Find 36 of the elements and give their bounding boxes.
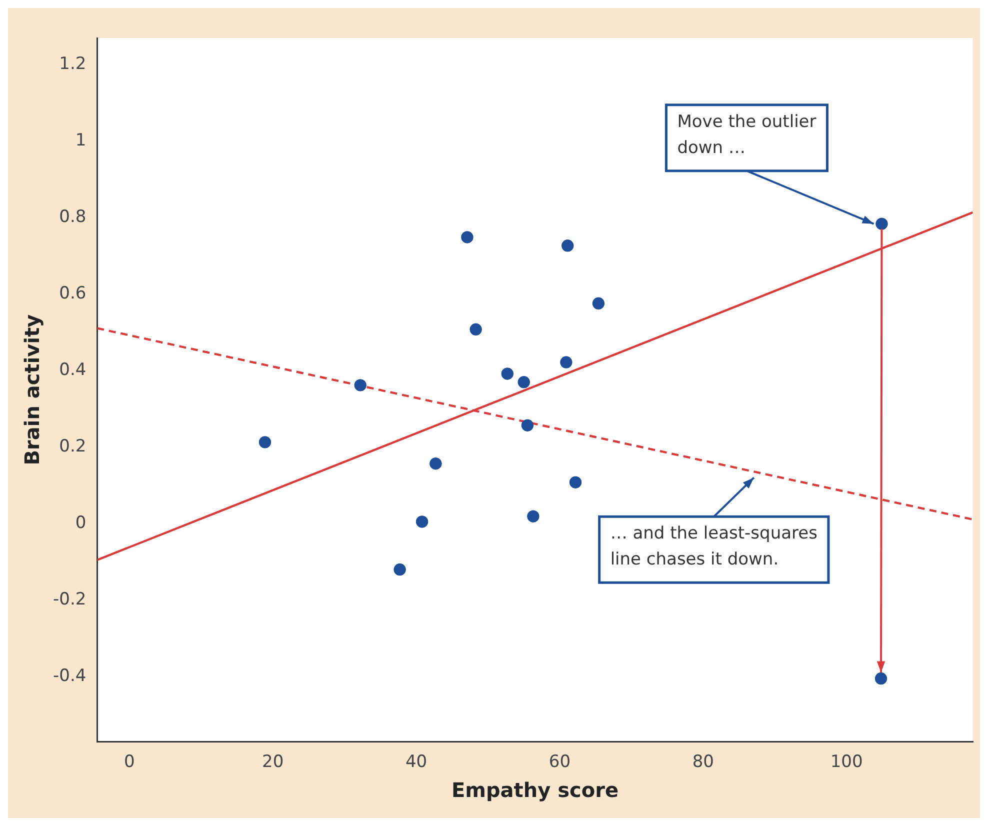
y-tick-label: 0.4: [59, 360, 86, 380]
point: [560, 356, 572, 368]
y-tick-label: 1: [75, 130, 86, 151]
x-tick-label: 20: [262, 752, 284, 772]
point: [258, 436, 272, 448]
annotation: … and the least-squares line chases it down.: [610, 524, 818, 570]
point: [470, 323, 482, 336]
point: [461, 231, 474, 244]
point: [562, 240, 574, 252]
x-tick-label: 0: [124, 752, 135, 772]
x-axis-title: Empathy score: [451, 778, 619, 802]
point: [527, 510, 540, 522]
y-tick-label: 1.2: [59, 54, 86, 74]
point: [569, 476, 582, 488]
point: [430, 458, 442, 470]
y-axis-title: Brain activity: [20, 314, 44, 466]
x-tick-label: 40: [405, 752, 428, 772]
y-tick-label: 0: [75, 513, 86, 534]
annotation: Move the outlier down …: [677, 112, 816, 158]
point: [354, 379, 366, 392]
point: [394, 563, 406, 576]
x-tick-label: 60: [548, 752, 571, 772]
point: [874, 672, 888, 685]
y-tick-label: -0.2: [53, 590, 86, 610]
point: [416, 516, 428, 528]
point: [518, 376, 530, 388]
y-tick-label: 0.2: [59, 436, 86, 457]
y-tick-label: 0.6: [59, 284, 86, 304]
x-tick-label: 80: [692, 752, 714, 772]
y-tick-label: 0.8: [59, 207, 86, 228]
point: [592, 297, 605, 310]
point: [521, 419, 534, 432]
point: [876, 218, 888, 230]
x-tick-label: 100: [830, 752, 863, 772]
y-tick-label: -0.4: [53, 666, 86, 686]
point: [501, 368, 514, 380]
